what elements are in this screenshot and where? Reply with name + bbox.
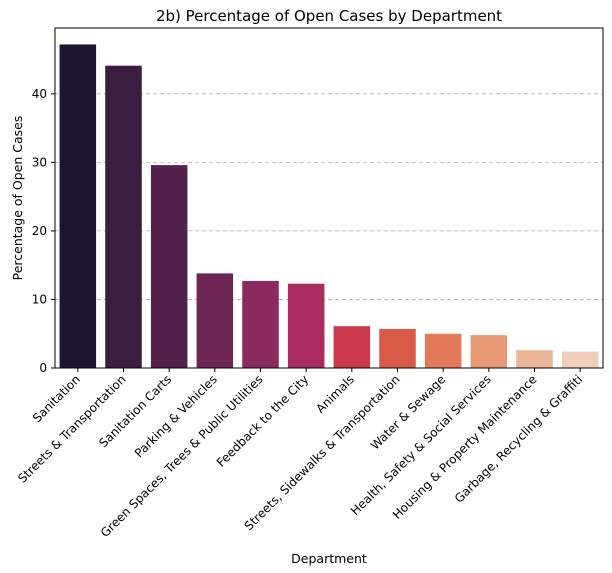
x-tick-label: Feedback to the City (214, 372, 311, 469)
bar (561, 351, 599, 368)
bar (470, 335, 508, 368)
x-axis-label: Department (291, 551, 367, 566)
bar (287, 283, 325, 368)
gridlines (55, 93, 603, 300)
bar (379, 328, 416, 368)
x-tick-label: Parking & Vehicles (132, 372, 220, 460)
y-tick-label: 40 (32, 87, 47, 101)
bar (105, 65, 142, 369)
y-axis-label: Percentage of Open Cases (10, 116, 25, 281)
y-tick-label: 10 (32, 292, 47, 306)
chart-title: 2b) Percentage of Open Cases by Departme… (156, 7, 502, 25)
bar (424, 333, 462, 368)
bar (242, 280, 279, 368)
y-tick-label: 0 (39, 361, 47, 375)
x-tick-label: Animals (313, 372, 357, 416)
bar (333, 326, 371, 368)
bar (150, 165, 188, 368)
x-tick-label: Green Spaces, Trees & Public Utilities (98, 372, 266, 540)
plot-frame (54, 27, 604, 369)
bar (196, 273, 234, 368)
y-tick-label: 20 (32, 224, 47, 238)
bar (516, 350, 553, 368)
bars (59, 44, 599, 369)
bar (59, 44, 97, 369)
y-tick-label: 30 (32, 155, 47, 169)
